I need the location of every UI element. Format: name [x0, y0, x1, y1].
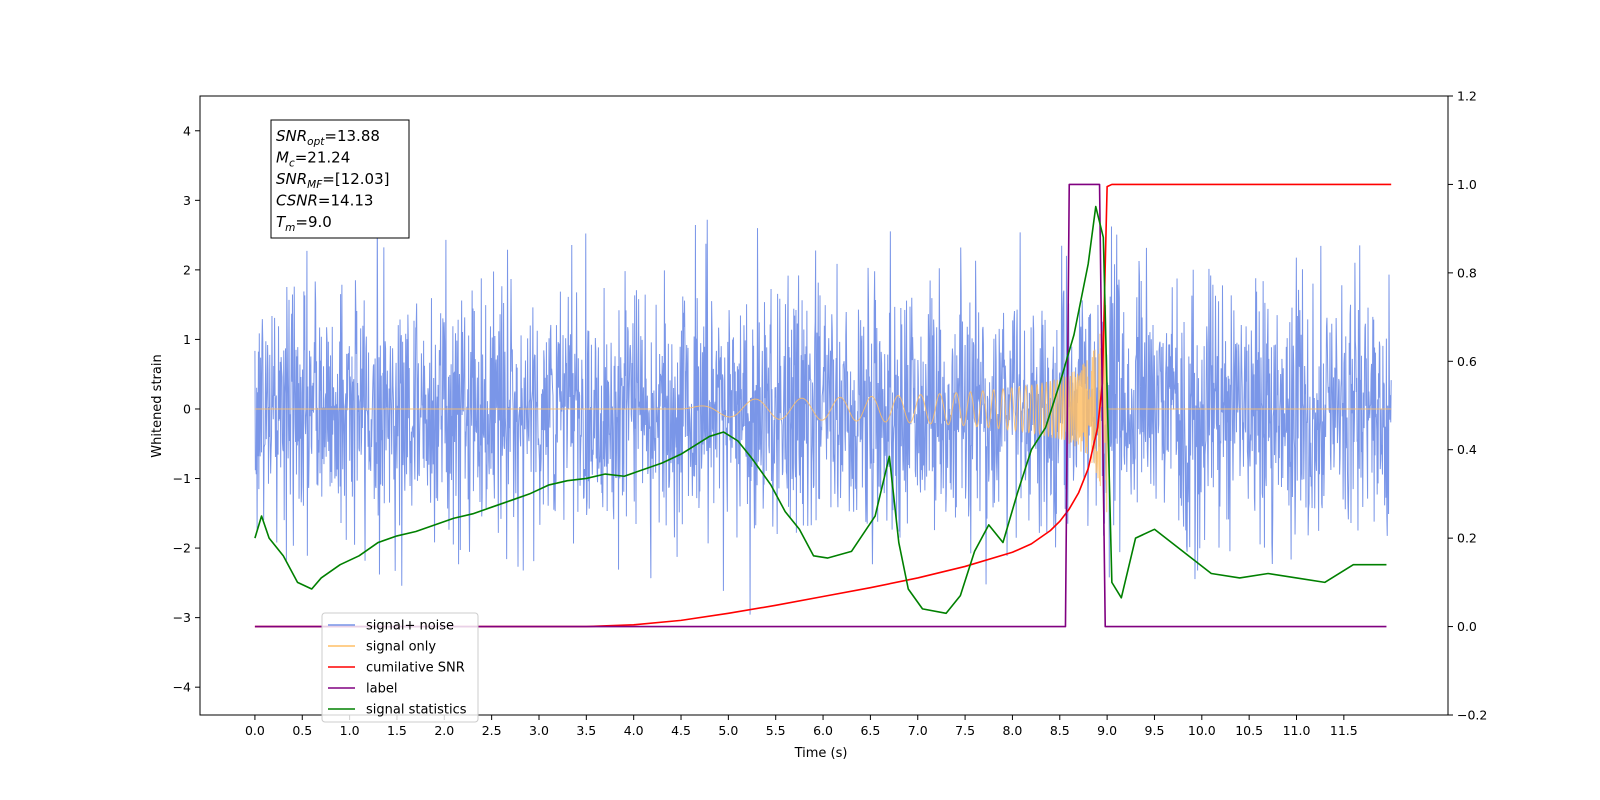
- series-cumulative-snr-line: [254, 183, 1392, 628]
- series-signal-statistics-line: [254, 205, 1387, 615]
- x-tick-label: 11.5: [1330, 723, 1358, 738]
- x-tick-label: 2.0: [434, 723, 454, 738]
- annotation-subscript: opt: [307, 136, 325, 148]
- annotation-value: =[12.03]: [322, 170, 389, 188]
- annotation-line: CSNR=14.13: [276, 192, 373, 210]
- annotation-box: SNRopt=13.88Mc=21.24SNRMF=[12.03]CSNR=14…: [270, 119, 410, 239]
- series-label-line: [254, 183, 1387, 628]
- y-tick-label: 0: [183, 401, 191, 416]
- x-tick-label: 2.5: [482, 723, 502, 738]
- series-signal-only-line: [254, 305, 1392, 513]
- y-tick-label: 2: [183, 262, 191, 277]
- legend-label: signal only: [366, 640, 436, 655]
- x-axis-label: Time (s): [794, 746, 848, 761]
- x-tick-label: 4.5: [671, 723, 691, 738]
- y-tick-label: 4: [183, 123, 191, 138]
- y2-tick-label: 1.2: [1457, 89, 1477, 104]
- annotation-value: =13.88: [324, 127, 380, 145]
- annotation-symbol: CSNR: [276, 192, 318, 210]
- y2-tick-label: 0.0: [1457, 619, 1477, 634]
- legend-label: cumilative SNR: [366, 661, 465, 676]
- y-tick-label: 1: [183, 332, 191, 347]
- x-tick-label: 8.0: [1002, 723, 1022, 738]
- annotation-subscript: m: [285, 222, 295, 234]
- annotation-value: =21.24: [295, 149, 351, 167]
- annotation-symbol: T: [276, 213, 287, 231]
- annotation-line: SNRMF=[12.03]: [276, 170, 390, 191]
- x-tick-label: 7.5: [955, 723, 975, 738]
- x-tick-label: 10.0: [1188, 723, 1216, 738]
- annotation-line: Mc=21.24: [276, 149, 350, 170]
- y-tick-label: 3: [183, 193, 191, 208]
- plot-area: [254, 183, 1392, 628]
- y-axis-label: Whitened strain: [150, 354, 165, 457]
- legend-frame: [321, 612, 479, 723]
- y2-tick-label: −0.2: [1457, 708, 1487, 723]
- y2-tick-label: 0.4: [1457, 442, 1477, 457]
- x-tick-label: 10.5: [1235, 723, 1263, 738]
- x-tick-label: 1.5: [387, 723, 407, 738]
- x-tick-label: 1.0: [340, 723, 360, 738]
- legend-label: signal+ noise: [366, 619, 454, 634]
- legend-label: label: [366, 682, 397, 697]
- plot-frame: [199, 95, 1449, 716]
- y-tick-label: −4: [173, 680, 191, 695]
- y2-tick-label: 0.2: [1457, 531, 1477, 546]
- y2-tick-label: 0.6: [1457, 354, 1477, 369]
- annotation-frame: [270, 119, 410, 239]
- annotation-value: =14.13: [318, 192, 374, 210]
- x-tick-label: 7.0: [908, 723, 928, 738]
- x-tick-label: 6.5: [860, 723, 880, 738]
- x-tick-label: 8.5: [1050, 723, 1070, 738]
- x-tick-label: 11.0: [1283, 723, 1311, 738]
- y2-tick-label: 0.8: [1457, 265, 1477, 280]
- y-tick-label: −3: [173, 610, 191, 625]
- x-tick-label: 0.0: [245, 723, 265, 738]
- x-tick-label: 9.5: [1145, 723, 1165, 738]
- x-tick-label: 4.0: [624, 723, 644, 738]
- x-tick-label: 9.0: [1097, 723, 1117, 738]
- x-tick-label: 6.0: [813, 723, 833, 738]
- y-tick-label: −2: [173, 541, 191, 556]
- series-signal-noise-line: [254, 207, 1392, 615]
- y-tick-label: −1: [173, 471, 191, 486]
- legend-label: signal statistics: [366, 703, 467, 718]
- legend: signal+ noise signal only cumilative SNR la…: [321, 612, 479, 723]
- y2-tick-label: 1.0: [1457, 177, 1477, 192]
- x-tick-label: 5.0: [718, 723, 738, 738]
- x-tick-label: 5.5: [766, 723, 786, 738]
- annotation-subscript: MF: [307, 179, 323, 191]
- annotation-line: Tm=9.0: [276, 213, 332, 234]
- annotation-line: SNRopt=13.88: [276, 127, 380, 148]
- annotation-subscript: c: [289, 158, 295, 170]
- annotation-symbol: SNR: [276, 127, 307, 145]
- x-tick-label: 0.5: [292, 723, 312, 738]
- axes: 0.0 0.5 1.0 1.5 2.0 2.5 3.0 3.5 4.0 4.5 5.0 5.5 6.0 6…: [173, 89, 1488, 739]
- annotation-symbol: SNR: [276, 170, 307, 188]
- x-tick-label: 3.0: [529, 723, 549, 738]
- annotation-value: =9.0: [295, 213, 331, 231]
- x-tick-label: 3.5: [576, 723, 596, 738]
- annotation-symbol: M: [276, 149, 289, 167]
